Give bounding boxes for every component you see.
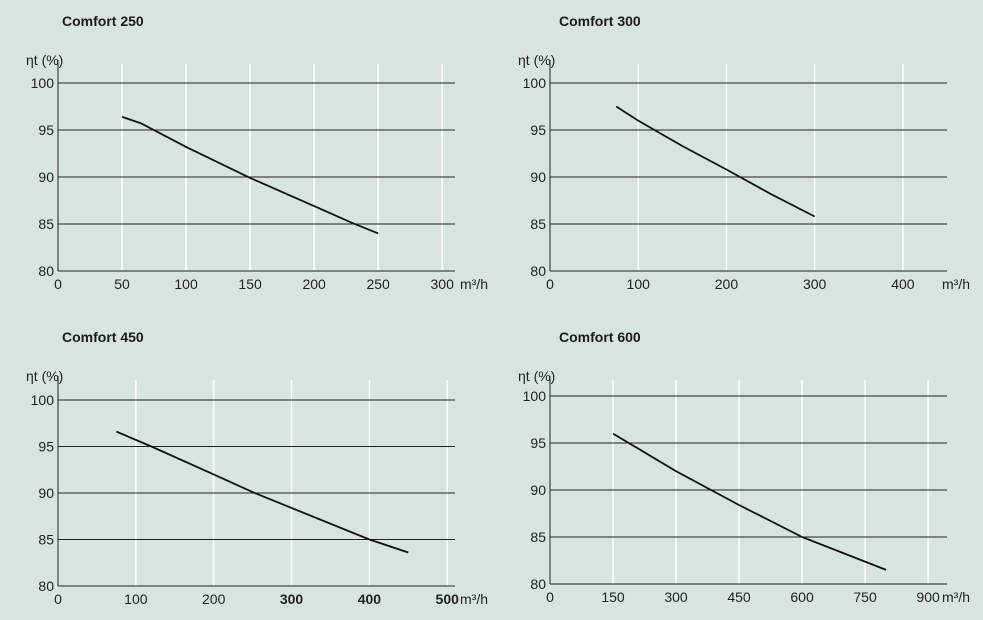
y-tick-label: 95 <box>530 435 546 451</box>
x-tick-label: 200 <box>202 591 226 607</box>
y-tick-label: 85 <box>530 529 546 545</box>
x-tick-label: 600 <box>790 589 814 605</box>
chart-title: Comfort 300 <box>559 13 641 29</box>
y-axis-label: ηt (%) <box>518 368 555 384</box>
y-tick-label: 100 <box>31 75 55 91</box>
x-tick-label: 400 <box>891 276 915 292</box>
y-tick-label: 100 <box>523 388 547 404</box>
y-tick-label: 100 <box>31 392 55 408</box>
x-tick-label: 400 <box>358 591 382 607</box>
x-tick-label: 0 <box>546 276 554 292</box>
y-tick-label: 90 <box>530 169 546 185</box>
x-axis-label: m³/h <box>942 276 970 292</box>
x-tick-label: 300 <box>431 276 455 292</box>
y-tick-label: 95 <box>38 122 54 138</box>
x-tick-label: 300 <box>280 591 304 607</box>
y-axis-label: ηt (%) <box>518 52 555 68</box>
x-tick-label: 450 <box>727 589 751 605</box>
x-tick-label: 300 <box>664 589 688 605</box>
chart-panel-3: Comfort 450 80 85 90 95 100 0 100 200 300 400 500 η… <box>0 316 491 620</box>
x-tick-label: 0 <box>546 589 554 605</box>
x-tick-label: 100 <box>124 591 148 607</box>
chart-svg: 80 85 90 95 100 0 100 200 300 400 500 ηt (%) m³/h <box>26 368 488 607</box>
x-tick-label: 750 <box>853 589 877 605</box>
y-tick-label: 95 <box>530 122 546 138</box>
x-tick-label: 200 <box>302 276 326 292</box>
efficiency-curve <box>615 105 816 218</box>
chart-svg: 80 85 90 95 100 0 50 100 150 200 250 300 ηt (%) m³/h <box>26 52 488 292</box>
y-tick-label: 85 <box>530 216 546 232</box>
efficiency-curve <box>116 430 409 554</box>
x-tick-label: 0 <box>54 591 62 607</box>
y-axis-label: ηt (%) <box>26 368 63 384</box>
chart-title: Comfort 450 <box>62 329 144 345</box>
y-tick-label: 100 <box>523 75 547 91</box>
x-tick-label: 100 <box>174 276 198 292</box>
x-tick-label: 50 <box>114 276 130 292</box>
x-axis-label: m³/h <box>460 276 488 292</box>
y-tick-label: 90 <box>38 169 54 185</box>
y-tick-label: 80 <box>38 263 54 279</box>
y-axis-label: ηt (%) <box>26 52 63 68</box>
x-tick-label: 250 <box>366 276 390 292</box>
chart-svg: 80 85 90 95 100 0 100 200 300 400 ηt (%) m³/h <box>518 52 970 292</box>
y-tick-label: 85 <box>38 216 54 232</box>
chart-panel-1: Comfort 250 80 85 90 95 100 0 50 100 150 200 250 30… <box>0 0 491 304</box>
chart-title: Comfort 600 <box>559 329 641 345</box>
y-tick-label: 90 <box>530 482 546 498</box>
y-tick-label: 80 <box>38 578 54 594</box>
chart-panel-4: Comfort 600 80 85 90 95 100 0 150 300 450 600 750 9… <box>492 316 983 620</box>
chart-panel-2: Comfort 300 80 85 90 95 100 0 100 200 300 400 ηt (… <box>492 0 983 304</box>
chart-title: Comfort 250 <box>62 13 144 29</box>
x-tick-label: 900 <box>916 589 940 605</box>
x-axis-label: m³/h <box>942 589 970 605</box>
x-tick-label: 150 <box>601 589 625 605</box>
y-tick-label: 90 <box>38 485 54 501</box>
x-tick-label: 300 <box>803 276 827 292</box>
efficiency-curve <box>121 115 379 235</box>
y-tick-label: 85 <box>38 532 54 548</box>
x-axis-label: m³/h <box>460 591 488 607</box>
chart-svg: 80 85 90 95 100 0 150 300 450 600 750 900 ηt (%) m³/h <box>518 368 970 605</box>
x-tick-label: 150 <box>238 276 262 292</box>
x-tick-label: 100 <box>627 276 651 292</box>
x-tick-label: 0 <box>54 276 62 292</box>
y-tick-label: 80 <box>530 263 546 279</box>
y-tick-label: 80 <box>530 576 546 592</box>
x-tick-label: 200 <box>715 276 739 292</box>
x-tick-label: 500 <box>436 591 460 607</box>
efficiency-curve <box>612 432 887 571</box>
y-tick-label: 95 <box>38 439 54 455</box>
